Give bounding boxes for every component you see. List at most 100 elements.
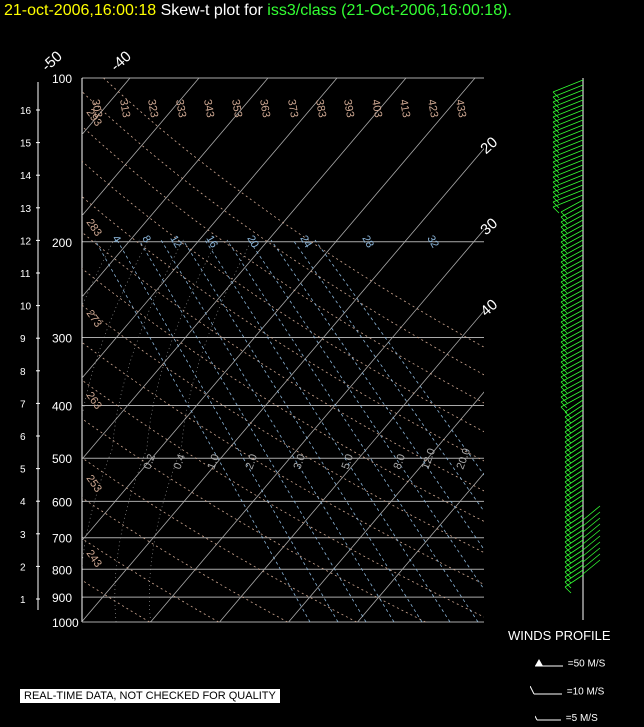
mixing-line-1 xyxy=(116,239,339,622)
wind-barb-flag xyxy=(552,171,560,179)
wind-barb xyxy=(560,369,584,383)
mixing-line-4 xyxy=(160,239,395,622)
isotherm-10 xyxy=(82,78,476,541)
wind-barb-flag xyxy=(564,586,572,594)
wind-barb-flag xyxy=(552,196,560,204)
wind-barb xyxy=(552,184,584,198)
dry-adiabat-353 xyxy=(82,379,484,618)
legend-10-text: 10 M/S xyxy=(572,686,605,698)
moist-label-8.0: 8.0 xyxy=(392,453,409,471)
wind-barb xyxy=(564,544,584,558)
isotherm-60 xyxy=(357,472,484,622)
dry-label-top-383: 383 xyxy=(313,98,328,118)
pressure-label-300: 300 xyxy=(52,332,72,346)
wind-barb xyxy=(564,564,584,578)
dry-adiabat-443 xyxy=(103,78,484,348)
wind-barb xyxy=(552,124,584,138)
mixing-line-32 xyxy=(314,239,484,476)
height-label-14: 14 xyxy=(20,171,32,182)
wind-barb-flag xyxy=(552,186,560,194)
dry-label-top-303: 303 xyxy=(89,98,104,118)
wind-barb xyxy=(560,334,584,348)
wind-barb xyxy=(560,249,584,263)
dry-label-top-313: 313 xyxy=(117,98,132,118)
top-temp--40: -40 xyxy=(107,48,134,75)
mix-label-32: 32 xyxy=(424,234,441,251)
wind-barb xyxy=(560,324,584,338)
height-label-7: 7 xyxy=(20,399,26,410)
legend-5-text: 5 M/S xyxy=(571,713,598,724)
height-label-10: 10 xyxy=(20,302,32,313)
mixing-line-8 xyxy=(182,239,423,622)
wind-barb xyxy=(560,339,584,353)
wind-barb-low xyxy=(582,547,601,563)
wind-legend-50: =50 M/S xyxy=(535,658,605,670)
isotherm-40 xyxy=(219,310,484,622)
wind-barb-low xyxy=(582,511,601,527)
wind-barb-flag xyxy=(552,181,560,189)
moist-label-20.0: 20.0 xyxy=(455,447,474,471)
dry-label-top-333: 333 xyxy=(173,98,188,118)
wind-barb xyxy=(564,399,584,413)
wind-barb-flag xyxy=(552,91,560,99)
barb-5-icon xyxy=(534,716,561,721)
wind-barb xyxy=(552,139,584,153)
wind-barb xyxy=(564,549,584,563)
height-label-6: 6 xyxy=(20,432,26,443)
isotherm-0 xyxy=(82,78,407,460)
isotherm-lines xyxy=(82,78,484,622)
height-label-5: 5 xyxy=(20,465,26,476)
wind-barb xyxy=(560,314,584,328)
mix-label-24: 24 xyxy=(297,234,314,251)
wind-barb xyxy=(552,134,584,148)
dry-label-left-243: 243 xyxy=(84,548,104,570)
moist-label-0.4: 0.4 xyxy=(172,453,189,471)
wind-barb xyxy=(560,214,584,228)
wind-barb xyxy=(564,419,584,433)
wind-legend-10: =10 M/S xyxy=(529,685,605,698)
wind-barb xyxy=(560,239,584,253)
wind-barb xyxy=(564,479,584,493)
pressure-label-500: 500 xyxy=(52,452,72,466)
height-label-2: 2 xyxy=(20,562,26,573)
mixing-ratio-lines xyxy=(94,239,484,622)
mixing-line-16 xyxy=(226,239,479,622)
barb-50-icon xyxy=(535,659,563,667)
pressure-label-1000: 1000 xyxy=(52,616,79,630)
mix-label-16: 16 xyxy=(203,234,220,251)
wind-barb xyxy=(552,149,584,163)
mix-label-8: 8 xyxy=(139,234,152,245)
wind-barb xyxy=(560,209,584,223)
height-label-11: 11 xyxy=(20,269,31,280)
dry-label-top-403: 403 xyxy=(369,98,384,118)
dry-adiabat-373 xyxy=(82,304,484,553)
wind-barb-low xyxy=(582,523,601,539)
wind-barb xyxy=(560,289,584,303)
wind-barb xyxy=(560,234,584,248)
dry-label-left-273: 273 xyxy=(84,308,104,330)
wind-barb xyxy=(560,204,584,218)
height-label-15: 15 xyxy=(20,139,32,150)
wind-barb xyxy=(560,294,584,308)
wind-barb xyxy=(564,444,584,458)
dry-adiabat-333 xyxy=(82,457,357,622)
wind-barb xyxy=(560,264,584,278)
mix-label-4: 4 xyxy=(109,234,122,245)
dry-adiabat-383 xyxy=(82,267,484,522)
dry-label-top-323: 323 xyxy=(145,98,160,118)
dry-label-left-253: 253 xyxy=(84,473,104,495)
dry-label-top-433: 433 xyxy=(453,98,468,118)
height-label-4: 4 xyxy=(20,497,26,508)
dry-adiabat-323 xyxy=(82,497,288,622)
wind-barb xyxy=(564,459,584,473)
wind-barb xyxy=(560,284,584,298)
wind-barb-flag xyxy=(552,161,560,169)
isotherm-50 xyxy=(288,391,484,622)
isotherm--20 xyxy=(82,78,269,298)
dry-label-top-353: 353 xyxy=(229,98,244,118)
wind-barb-flag xyxy=(552,111,560,119)
wind-barb xyxy=(560,219,584,233)
dry-adiabat-313 xyxy=(82,538,219,622)
isotherm-30 xyxy=(150,229,484,622)
